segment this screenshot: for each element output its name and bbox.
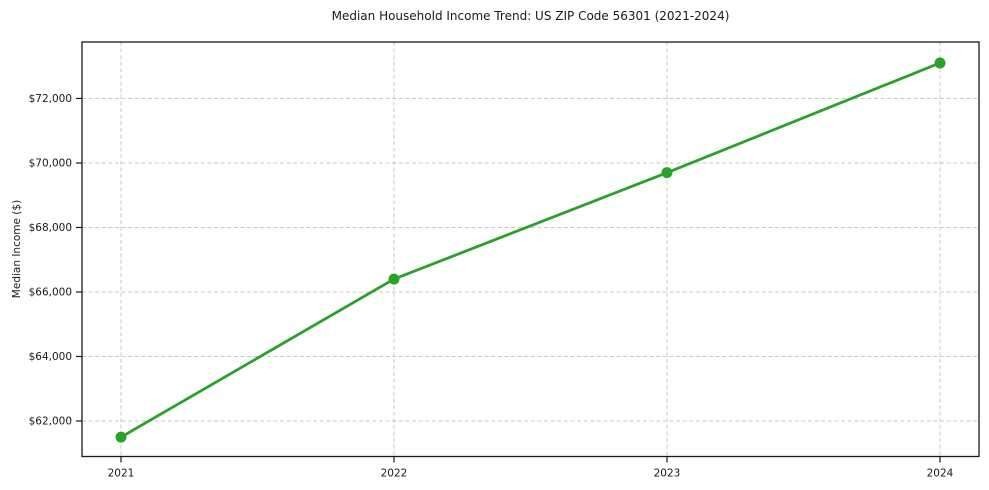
x-tick-label: 2023 <box>654 468 681 480</box>
x-tick-label: 2024 <box>927 468 954 480</box>
data-point-marker <box>661 167 673 179</box>
trend-line <box>119 61 942 439</box>
data-point-marker <box>934 57 946 69</box>
x-tick-label: 2022 <box>381 468 408 480</box>
plot-border <box>81 41 980 458</box>
y-tick-label: $72,000 <box>29 93 72 105</box>
y-tick-label: $62,000 <box>29 416 72 428</box>
x-tick-label: 2021 <box>108 468 135 480</box>
plot-background <box>82 42 979 457</box>
chart-title: Median Household Income Trend: US ZIP Co… <box>331 9 730 23</box>
y-tick-label: $68,000 <box>29 222 72 234</box>
y-tick-label: $66,000 <box>29 287 72 299</box>
y-tick-label: $70,000 <box>29 158 72 170</box>
data-point-marker <box>388 273 400 285</box>
y-tick-label: $64,000 <box>29 351 72 363</box>
data-point-marker <box>115 431 127 443</box>
